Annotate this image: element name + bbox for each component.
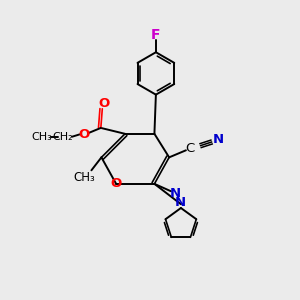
Text: O: O <box>110 177 122 190</box>
Text: CH₃: CH₃ <box>31 132 52 142</box>
Text: CH₂: CH₂ <box>53 132 74 142</box>
Text: C: C <box>186 142 195 155</box>
Text: O: O <box>98 97 110 110</box>
Text: F: F <box>151 28 160 42</box>
Text: N: N <box>212 134 224 146</box>
Text: N: N <box>170 187 181 200</box>
Text: N: N <box>175 196 186 209</box>
Text: O: O <box>78 128 90 141</box>
Text: CH₃: CH₃ <box>74 172 95 184</box>
